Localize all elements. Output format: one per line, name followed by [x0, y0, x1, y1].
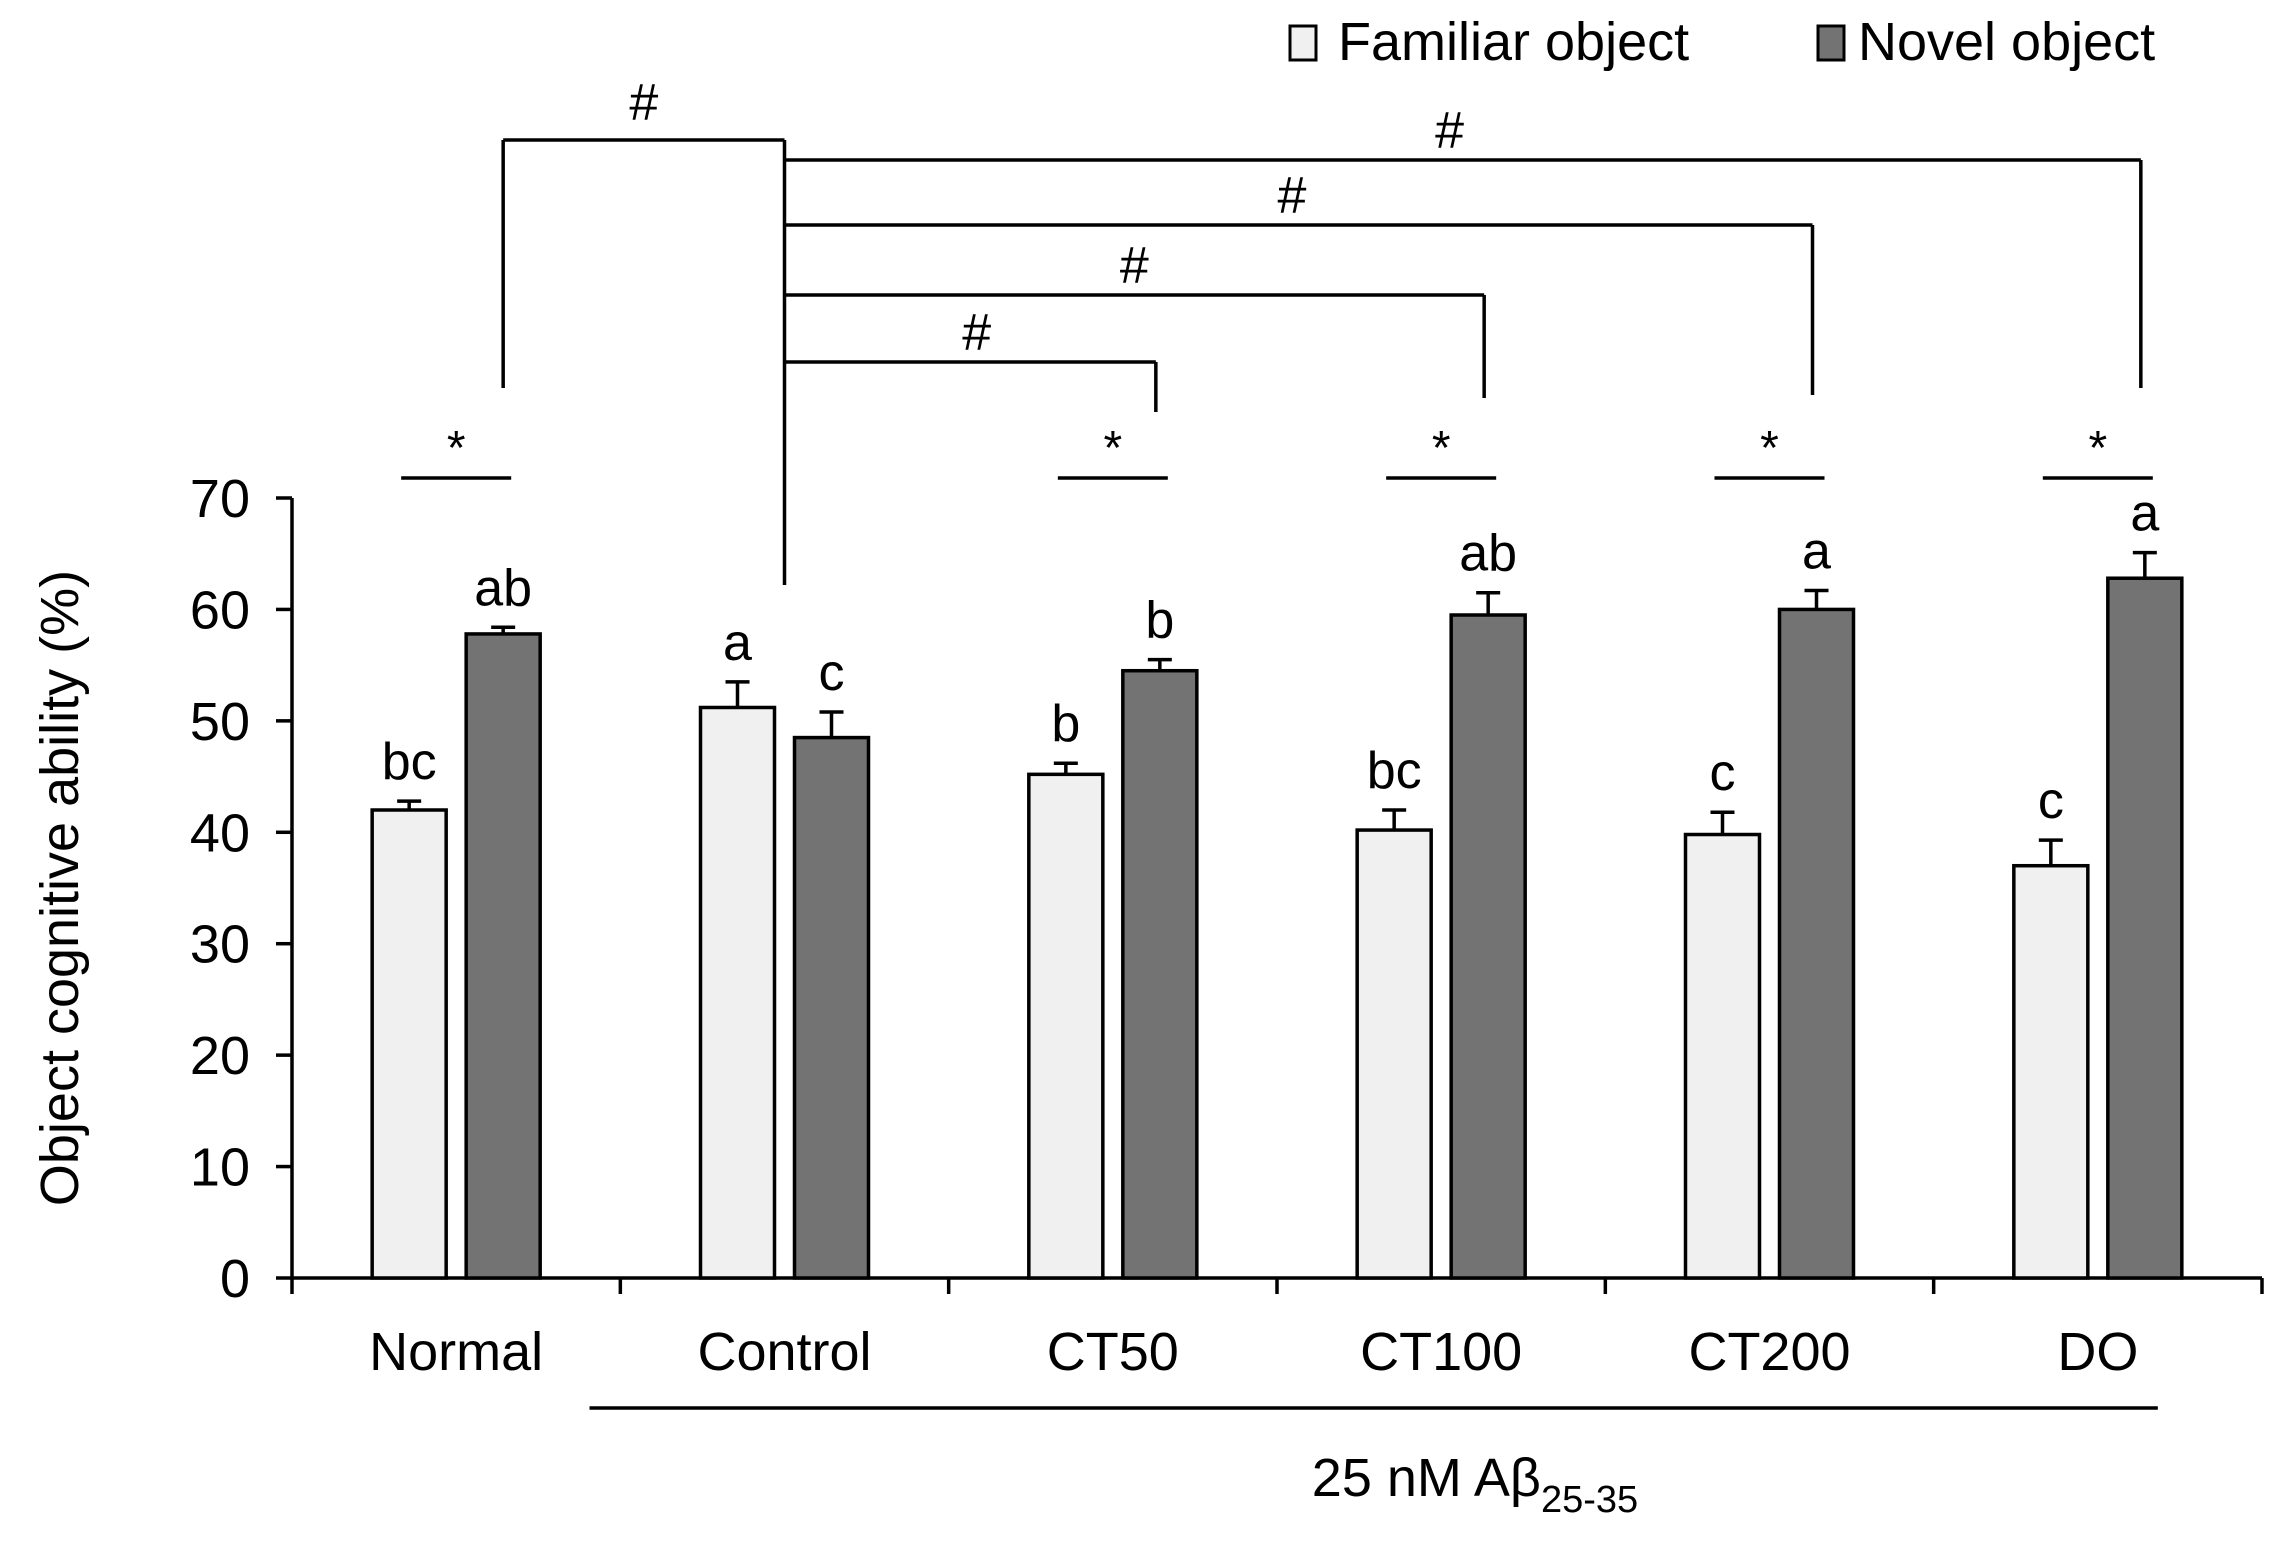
hash-mark: # — [629, 74, 658, 132]
legend-label: Familiar object — [1338, 12, 1689, 72]
x-category-label: Normal — [369, 1322, 543, 1382]
significance-letter: bc — [382, 733, 437, 791]
significance-annotations: * * * * * # # # # # — [401, 74, 2153, 585]
y-axis-title: Object cognitive ability (%) — [30, 570, 90, 1206]
y-tick-label: 0 — [220, 1249, 250, 1309]
treatment-group-label: 25 nM Aβ25-35 — [589, 1406, 2158, 1521]
bar-novel — [1777, 607, 1856, 1280]
bar-novel — [1449, 613, 1527, 1280]
y-tick-label: 10 — [190, 1138, 250, 1198]
y-tick-label: 50 — [190, 692, 250, 752]
y-tick-label: 30 — [190, 915, 250, 975]
asterisk-mark: * — [1103, 422, 1122, 475]
bar-novel — [464, 632, 542, 1280]
bar-novel — [2106, 576, 2184, 1280]
bar-familiar — [1355, 828, 1433, 1280]
bar-novel — [792, 735, 871, 1280]
asterisk-mark: * — [1432, 422, 1451, 475]
x-category-label: CT100 — [1360, 1322, 1522, 1382]
bar-familiar — [1683, 832, 1762, 1280]
significance-letter: c — [1710, 744, 1736, 802]
asterisk-mark: * — [447, 422, 466, 475]
x-category-label: CT50 — [1047, 1322, 1179, 1382]
significance-letter: ab — [1459, 525, 1517, 583]
bar-familiar — [1027, 772, 1105, 1280]
legend-swatch-familiar — [1288, 24, 1318, 62]
significance-letter: b — [1051, 695, 1080, 753]
x-category-label: DO — [2057, 1322, 2138, 1382]
significance-letter: a — [2130, 485, 2159, 543]
x-category-label: CT200 — [1688, 1322, 1850, 1382]
significance-letter: ab — [474, 559, 532, 617]
bar-novel — [1121, 668, 1199, 1280]
significance-letter: a — [1802, 522, 1831, 580]
hash-mark: # — [1277, 167, 1306, 225]
y-tick-label: 40 — [190, 803, 250, 863]
legend-label: Novel object — [1858, 12, 2155, 72]
legend-swatch-novel — [1816, 24, 1846, 62]
y-tick-label: 20 — [190, 1026, 250, 1086]
bar-familiar — [2012, 863, 2090, 1280]
significance-letter: a — [723, 614, 752, 672]
asterisk-mark: * — [2088, 422, 2107, 475]
bar-familiar — [370, 808, 448, 1280]
treatment-label-main: 25 nM Aβ — [1312, 1448, 1541, 1508]
significance-letter: bc — [1367, 742, 1422, 800]
legend: Familiar object Novel object — [1288, 12, 2155, 72]
axes: 0 10 20 30 40 50 60 70 Normal Control CT50 CT100 CT2… — [30, 469, 2264, 1382]
asterisk-mark: * — [1760, 422, 1779, 475]
x-category-label: Control — [697, 1322, 871, 1382]
hash-mark: # — [1120, 237, 1149, 295]
y-tick-label: 70 — [190, 469, 250, 529]
bar-familiar — [698, 705, 777, 1280]
treatment-label: 25 nM Aβ25-35 — [1312, 1448, 1638, 1521]
hash-mark: # — [962, 304, 991, 362]
significance-letter: c — [2038, 772, 2064, 830]
treatment-label-subscript: 25-35 — [1541, 1479, 1638, 1521]
y-tick-label: 60 — [190, 580, 250, 640]
significance-letter: b — [1145, 592, 1174, 650]
significance-letter: c — [819, 644, 845, 702]
hash-mark: # — [1435, 102, 1464, 160]
